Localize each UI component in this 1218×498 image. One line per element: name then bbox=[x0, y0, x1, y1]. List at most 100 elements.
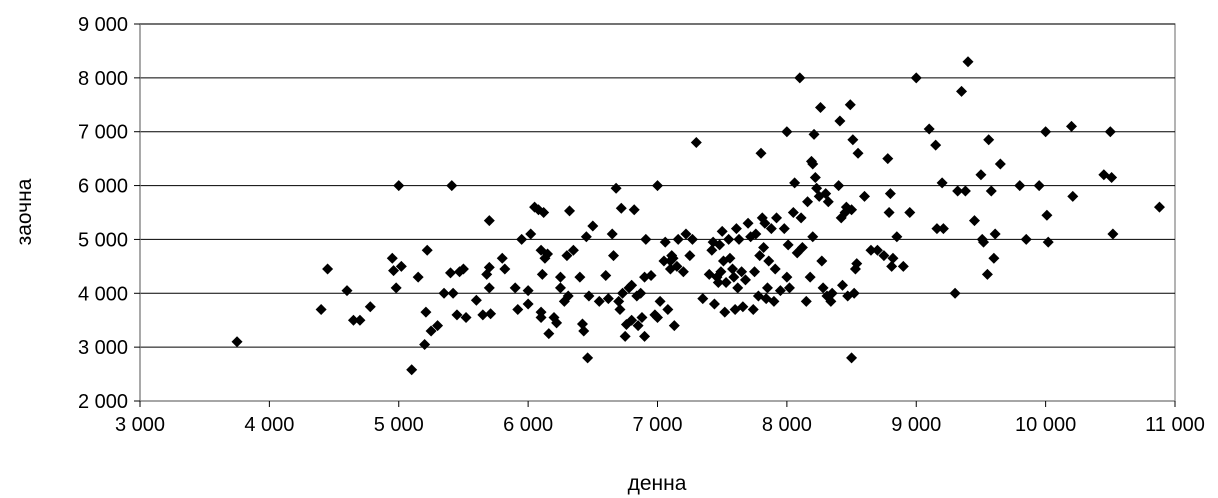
data-point bbox=[636, 312, 648, 324]
data-point bbox=[949, 287, 961, 299]
data-point bbox=[419, 338, 431, 350]
data-point bbox=[763, 255, 775, 267]
data-point bbox=[887, 252, 899, 264]
data-point bbox=[446, 180, 458, 192]
data-points bbox=[231, 56, 1165, 376]
data-point bbox=[483, 261, 495, 273]
gridlines bbox=[140, 23, 1175, 348]
data-point bbox=[733, 233, 745, 245]
data-point bbox=[910, 72, 922, 84]
data-point bbox=[470, 294, 482, 306]
data-point bbox=[393, 180, 405, 192]
data-point bbox=[516, 233, 528, 245]
data-point bbox=[930, 139, 942, 151]
data-point bbox=[686, 233, 698, 245]
data-point bbox=[847, 134, 859, 146]
data-point bbox=[833, 180, 845, 192]
axes bbox=[134, 23, 1176, 407]
data-point bbox=[542, 248, 554, 260]
data-point bbox=[834, 115, 846, 127]
data-point bbox=[554, 282, 566, 294]
data-point bbox=[712, 277, 724, 289]
data-point bbox=[816, 255, 828, 267]
y-tick-label: 7 000 bbox=[78, 122, 128, 144]
data-point bbox=[851, 258, 863, 270]
data-point bbox=[794, 72, 806, 84]
data-point bbox=[768, 295, 780, 307]
data-point bbox=[781, 126, 793, 138]
data-point bbox=[1042, 236, 1054, 248]
data-point bbox=[587, 220, 599, 232]
data-point bbox=[512, 303, 524, 315]
data-point bbox=[715, 266, 727, 278]
data-point bbox=[716, 225, 728, 237]
data-point bbox=[989, 228, 1001, 240]
data-point bbox=[891, 231, 903, 243]
data-point bbox=[652, 312, 663, 324]
data-point bbox=[781, 271, 793, 283]
data-point bbox=[749, 266, 761, 278]
data-point bbox=[848, 287, 860, 299]
data-point bbox=[460, 312, 472, 324]
data-point bbox=[697, 293, 709, 305]
data-point bbox=[956, 85, 968, 97]
data-point bbox=[525, 228, 537, 240]
plot-area bbox=[139, 23, 1176, 402]
data-point bbox=[754, 250, 766, 262]
data-point bbox=[509, 282, 521, 294]
data-point bbox=[582, 352, 594, 364]
y-tick-label: 5 000 bbox=[78, 229, 128, 251]
x-tick-label: 4 000 bbox=[244, 414, 294, 436]
data-point bbox=[846, 204, 858, 216]
data-point bbox=[732, 282, 744, 294]
data-point bbox=[778, 223, 790, 235]
data-point bbox=[420, 306, 432, 318]
data-point bbox=[677, 266, 689, 278]
data-point bbox=[774, 285, 786, 297]
data-point bbox=[846, 352, 858, 364]
data-point bbox=[619, 330, 631, 342]
data-point bbox=[496, 252, 508, 264]
data-point bbox=[952, 185, 964, 197]
data-point bbox=[551, 317, 563, 329]
data-point bbox=[606, 228, 618, 240]
data-point bbox=[567, 244, 579, 256]
data-point bbox=[231, 336, 243, 348]
y-tick-label: 4 000 bbox=[78, 283, 128, 305]
data-point bbox=[878, 250, 890, 262]
data-point bbox=[804, 271, 816, 283]
data-point bbox=[815, 101, 827, 113]
data-point bbox=[578, 325, 590, 337]
data-point bbox=[727, 263, 739, 275]
data-point bbox=[315, 303, 327, 315]
data-point bbox=[522, 285, 534, 297]
data-point bbox=[708, 298, 720, 310]
data-point bbox=[1014, 180, 1026, 192]
data-point bbox=[844, 99, 856, 111]
data-point bbox=[412, 271, 424, 283]
data-point bbox=[882, 153, 894, 165]
data-point bbox=[602, 293, 614, 305]
data-point bbox=[962, 56, 974, 68]
data-point bbox=[554, 271, 566, 283]
data-point bbox=[672, 233, 684, 245]
y-axis-title: заочна bbox=[13, 178, 36, 245]
data-point bbox=[364, 301, 376, 313]
data-point bbox=[432, 320, 444, 332]
y-tick-label: 3 000 bbox=[78, 337, 128, 359]
data-point bbox=[574, 271, 586, 283]
data-point bbox=[438, 287, 450, 299]
data-point bbox=[724, 252, 736, 264]
data-point bbox=[451, 309, 463, 321]
data-point bbox=[499, 263, 511, 275]
data-point bbox=[421, 244, 433, 256]
data-point bbox=[782, 239, 794, 251]
data-point bbox=[968, 215, 980, 227]
y-axis-tick-labels: 2 000 3 000 4 000 5 000 6 000 7 000 8 000 9 000 bbox=[78, 14, 128, 413]
data-point bbox=[802, 196, 814, 208]
data-point bbox=[483, 282, 495, 294]
data-point bbox=[639, 330, 651, 342]
data-point bbox=[640, 233, 652, 245]
data-point bbox=[522, 298, 534, 310]
data-point bbox=[535, 306, 547, 318]
